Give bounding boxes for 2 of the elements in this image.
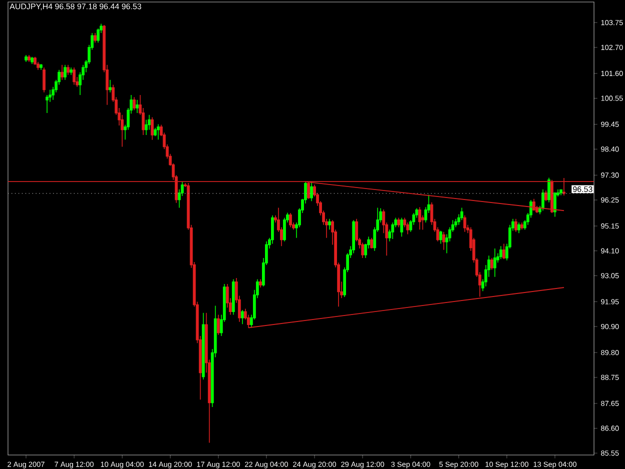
ref-line-label: 96.53 <box>573 186 592 192</box>
chart-title: AUDJPY,H4 96.58 97.18 96.44 96.53 <box>10 4 142 10</box>
